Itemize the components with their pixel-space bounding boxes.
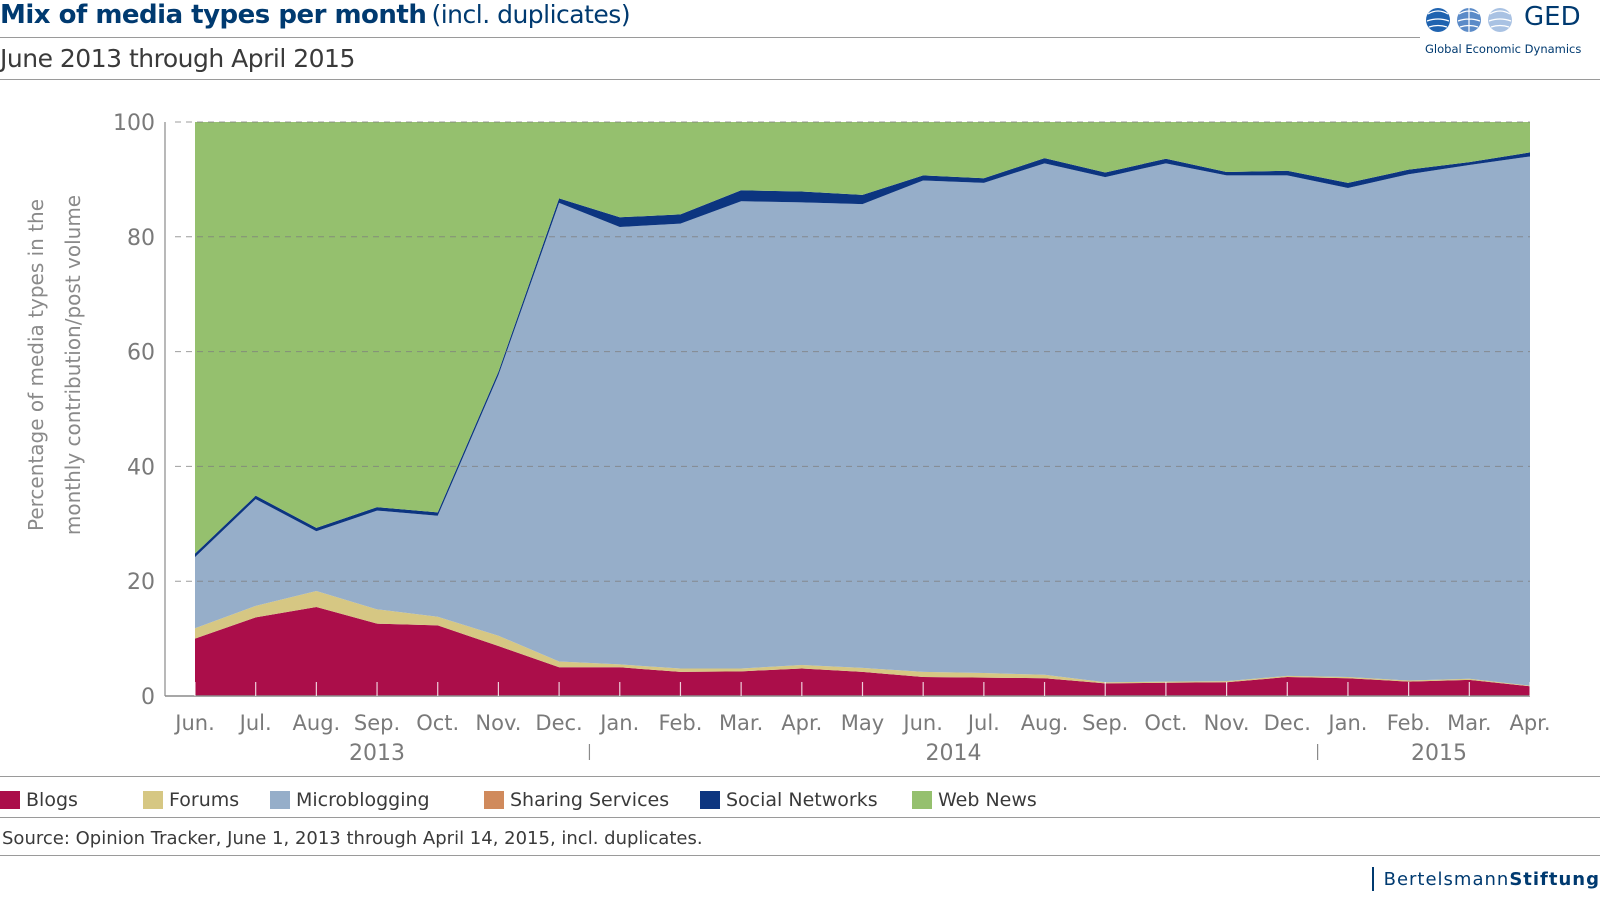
legend-item-forums: Forums — [143, 784, 239, 816]
legend-item-microblogging: Microblogging — [270, 784, 430, 816]
ged-logo: GED Global Economic Dynamics — [1424, 2, 1600, 58]
x-tick-label: Feb. — [1387, 711, 1431, 735]
year-label: 2013 — [349, 741, 405, 766]
legend-item-web-news: Web News — [912, 784, 1037, 816]
legend-swatch — [143, 791, 163, 809]
chart-subtitle: June 2013 through April 2015 — [0, 44, 355, 73]
area-blogs — [195, 607, 1530, 696]
y-tick-label: 40 — [127, 455, 155, 480]
x-tick-label: Oct. — [416, 711, 459, 735]
legend-swatch — [912, 791, 932, 809]
x-tick-label: Nov. — [1204, 711, 1250, 735]
title-main: Mix of media types per month — [0, 0, 427, 30]
x-tick-label: Jul. — [238, 711, 272, 735]
globe-icons — [1426, 8, 1512, 32]
legend-bottom-divider — [0, 817, 1600, 818]
footer-divider — [0, 855, 1600, 856]
x-tick-label: Oct. — [1144, 711, 1187, 735]
legend-label: Microblogging — [296, 789, 430, 811]
legend-swatch — [700, 791, 720, 809]
y-tick-label: 0 — [141, 685, 155, 710]
area-web-news — [195, 122, 1530, 554]
x-tick-label: Nov. — [475, 711, 521, 735]
logo-bar — [1371, 867, 1374, 891]
x-tick-label: Sep. — [354, 711, 400, 735]
x-tick-label: Aug. — [1021, 711, 1069, 735]
logo-name: GED — [1524, 2, 1581, 32]
chart-title: Mix of media types per month (incl. dupl… — [0, 0, 631, 36]
legend-label: Blogs — [26, 789, 78, 811]
y-tick-label: 80 — [127, 226, 155, 251]
x-tick-label: May — [841, 711, 884, 735]
x-tick-label: Mar. — [719, 711, 763, 735]
chart-legend: Blogs Forums Microblogging Sharing Services… — [0, 784, 1600, 816]
legend-label: Sharing Services — [510, 789, 670, 811]
brand-light: Bertelsmann — [1383, 868, 1510, 890]
legend-label: Web News — [938, 789, 1037, 811]
legend-swatch — [484, 791, 504, 809]
legend-item-sharing-services: Sharing Services — [484, 784, 669, 816]
y-tick-label: 100 — [113, 111, 155, 136]
x-tick-label: Apr. — [1509, 711, 1550, 735]
year-label: 2015 — [1411, 741, 1467, 766]
subtitle-divider — [0, 79, 1600, 80]
legend-top-divider — [0, 776, 1600, 777]
legend-swatch — [0, 791, 20, 809]
year-label: 2014 — [926, 741, 982, 766]
x-tick-label: Apr. — [781, 711, 822, 735]
legend-item-blogs: Blogs — [0, 784, 78, 816]
area-microblogging — [195, 156, 1530, 686]
x-tick-label: Dec. — [1264, 711, 1311, 735]
legend-swatch — [270, 791, 290, 809]
legend-item-social-networks: Social Networks — [700, 784, 878, 816]
x-tick-label: Jan. — [1326, 711, 1367, 735]
x-tick-label: Jun. — [901, 711, 943, 735]
legend-label: Social Networks — [726, 789, 878, 811]
x-tick-label: Jan. — [598, 711, 639, 735]
y-tick-label: 20 — [127, 570, 155, 595]
legend-label: Forums — [169, 789, 240, 811]
x-tick-label: Jul. — [966, 711, 1000, 735]
title-divider — [0, 37, 1420, 38]
x-tick-label: Mar. — [1447, 711, 1491, 735]
source-note: Source: Opinion Tracker, June 1, 2013 th… — [2, 828, 703, 849]
area-forums — [195, 590, 1530, 687]
title-note: (incl. duplicates) — [431, 0, 631, 29]
logo-subtitle: Global Economic Dynamics — [1425, 42, 1582, 56]
bertelsmann-logo: Bertelsmann Stiftung — [1371, 866, 1600, 892]
y-tick-label: 60 — [127, 341, 155, 366]
x-tick-label: Jun. — [173, 711, 215, 735]
x-tick-label: Feb. — [659, 711, 703, 735]
brand-bold: Stiftung — [1509, 868, 1600, 890]
x-tick-label: Sep. — [1082, 711, 1128, 735]
x-tick-label: Aug. — [293, 711, 341, 735]
x-tick-label: Dec. — [535, 711, 582, 735]
stacked-area-chart: 0 20 40 60 80 100 Jun. Jul. Aug. Sep. Oct. Nov. Dec.… — [113, 111, 1551, 766]
